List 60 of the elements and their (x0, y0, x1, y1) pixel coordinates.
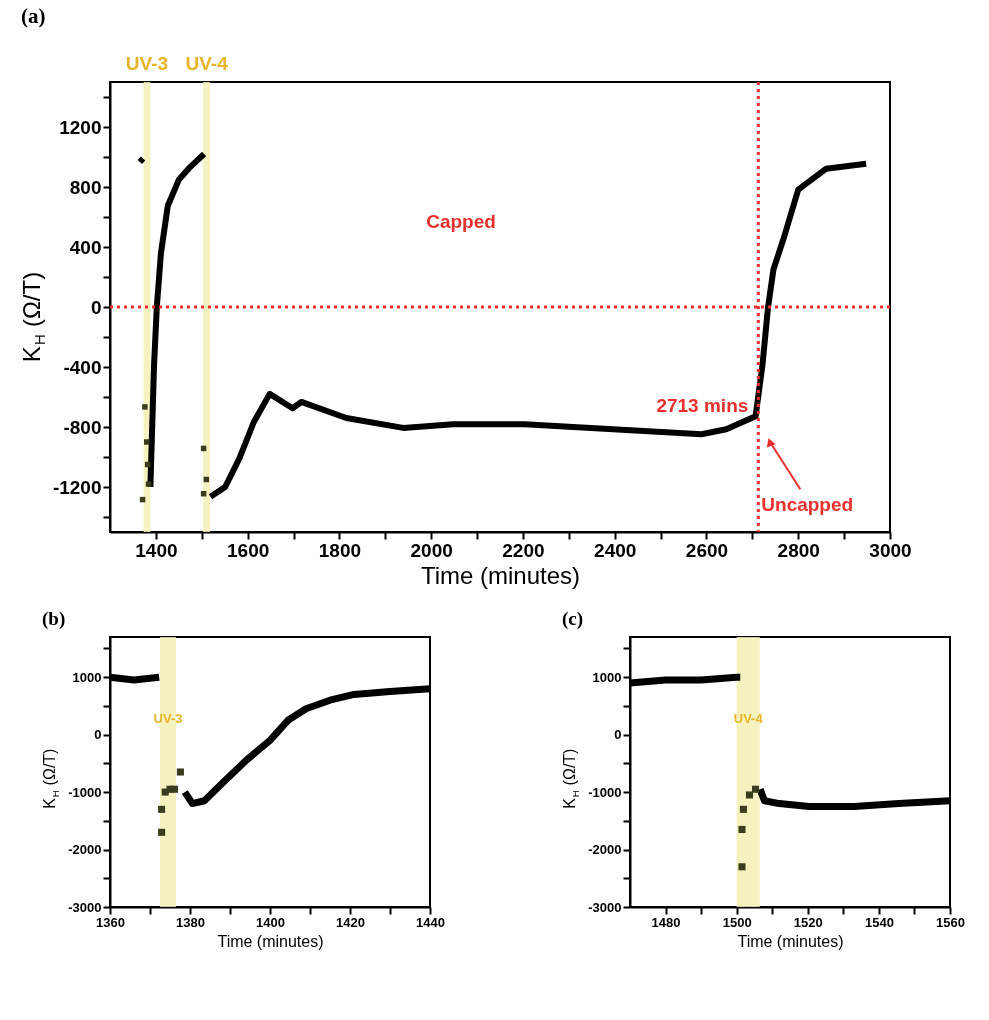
x-tick-label: 2000 (410, 539, 453, 561)
band-label: UV-3 (153, 711, 183, 727)
y-tick-label: 1000 (72, 669, 102, 685)
y-tick-label: -400 (63, 356, 102, 378)
x-tick-label: 1520 (793, 914, 823, 930)
band-label: UV-4 (733, 711, 764, 727)
x-tick-label: 2200 (502, 539, 545, 561)
chart-title: (c) (562, 608, 584, 630)
point (142, 404, 148, 410)
x-axis-title: Time (minutes) (217, 932, 324, 950)
x-tick-label: 1440 (416, 914, 445, 930)
x-tick-label: 1540 (864, 914, 894, 930)
y-tick-label: -3000 (588, 899, 622, 915)
x-tick-label: 1800 (318, 539, 362, 561)
x-tick-label: 1600 (227, 539, 270, 561)
annotation: Capped (426, 210, 496, 232)
band-label: UV-4 (185, 53, 229, 74)
point (738, 863, 746, 871)
y-tick-label: 800 (69, 176, 102, 198)
y-tick-label: 1200 (59, 116, 102, 138)
y-tick-label: 0 (94, 727, 102, 743)
x-tick-label: 1360 (96, 914, 125, 930)
x-tick-label: 1400 (135, 539, 178, 561)
x-tick-label: 2600 (685, 539, 729, 561)
y-tick-label: -3000 (68, 899, 102, 915)
chart-title: (b) (42, 608, 66, 630)
y-tick-label: 400 (69, 236, 102, 258)
x-tick-label: 1560 (936, 914, 965, 930)
y-axis-title: KH (Ω/T) (18, 271, 49, 363)
x-axis-title: Time (minutes) (737, 932, 844, 950)
x-tick-label: 1400 (256, 914, 285, 930)
ref-line-label: 2713 mins (656, 395, 749, 416)
y-tick-label: -2000 (588, 842, 622, 858)
x-tick-label: 1500 (722, 914, 752, 930)
x-tick-label: 1380 (176, 914, 205, 930)
band-label: UV-3 (125, 53, 169, 74)
point (738, 825, 746, 833)
y-tick-label: 1000 (592, 669, 622, 685)
point (751, 785, 760, 793)
x-tick-label: 1480 (651, 914, 681, 930)
point (745, 791, 753, 799)
y-tick-label: -1000 (68, 784, 102, 800)
point (145, 481, 152, 487)
x-tick-label: 2400 (594, 539, 637, 561)
chart-title: (a) (21, 4, 46, 28)
point (739, 805, 747, 813)
y-tick-label: -1200 (52, 476, 102, 498)
y-tick-label: -2000 (68, 842, 102, 858)
y-axis-title: KH (Ω/T) (561, 748, 581, 809)
x-tick-label: 2800 (777, 539, 820, 561)
x-tick-label: 3000 (869, 539, 912, 561)
x-axis-title: Time (minutes) (420, 561, 581, 589)
annotation: Uncapped (761, 494, 854, 515)
y-axis-title: KH (Ω/T) (41, 748, 61, 809)
point (143, 439, 150, 445)
x-tick-label: 1420 (336, 914, 365, 930)
y-tick-label: -800 (63, 416, 102, 438)
y-tick-label: 0 (90, 296, 102, 318)
y-tick-label: -1000 (588, 784, 622, 800)
y-tick-label: 0 (614, 727, 622, 743)
